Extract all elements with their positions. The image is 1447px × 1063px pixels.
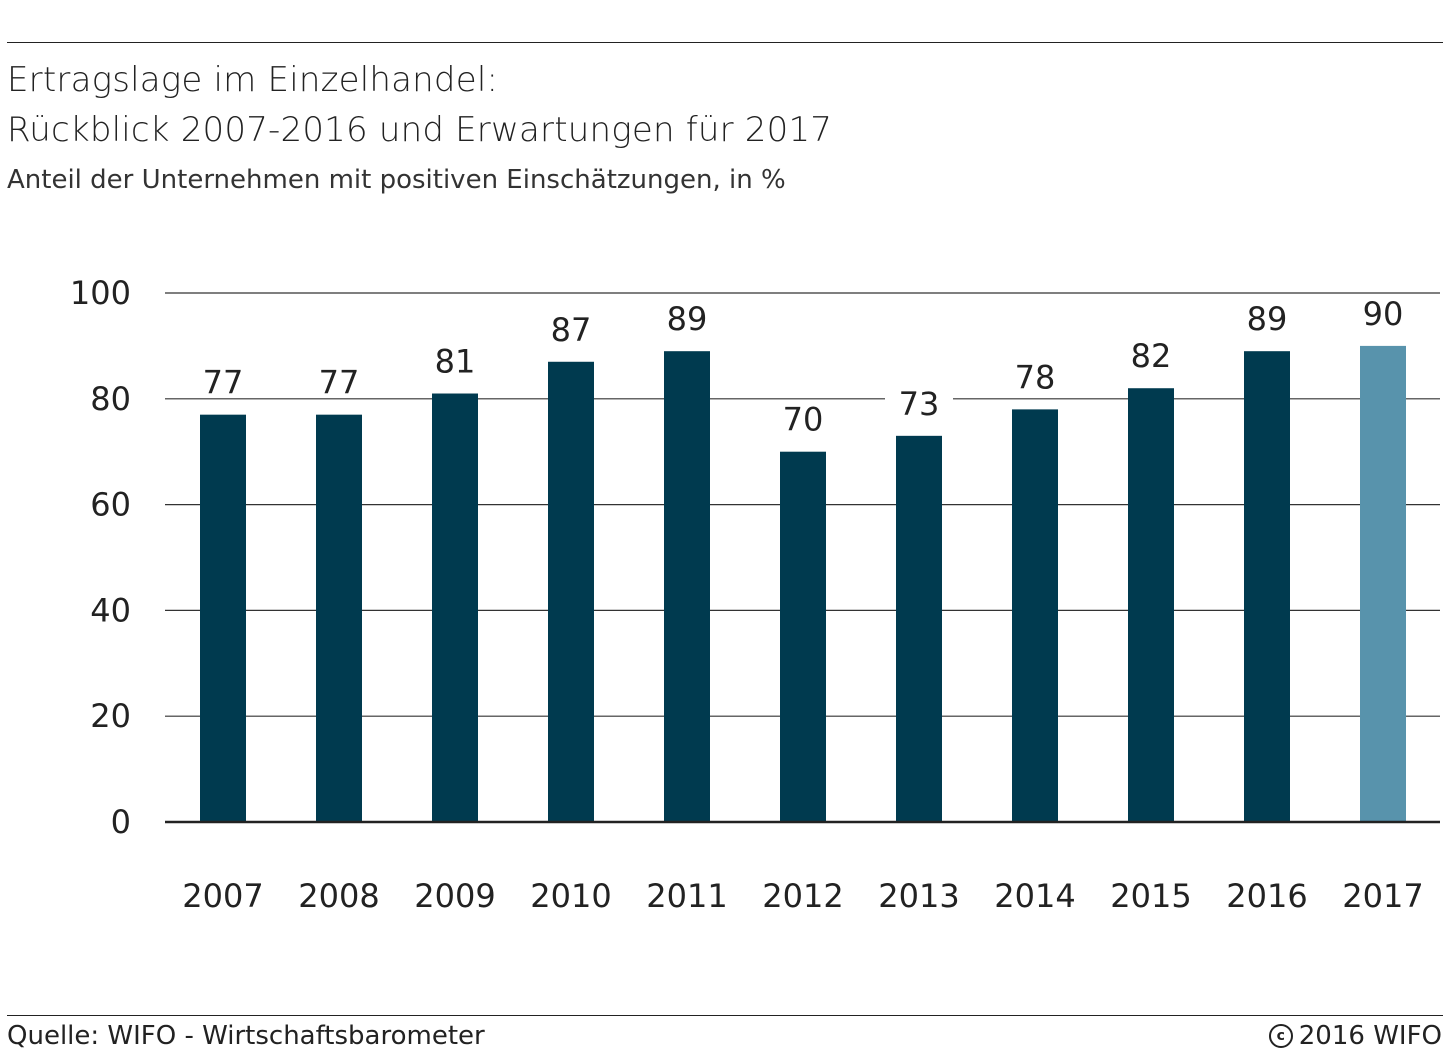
data-label-2007: 77: [203, 364, 244, 402]
data-label-bg: [885, 384, 953, 419]
x-tick-label-2010: 2010: [530, 877, 611, 915]
data-label-bg: [1349, 294, 1417, 329]
data-label-bg: [1233, 300, 1301, 335]
bar-2011: [664, 351, 710, 822]
bar-2010: [548, 361, 594, 822]
x-tick-label-2007: 2007: [182, 877, 263, 915]
y-tick-label: 80: [90, 380, 131, 418]
bar-2017: [1360, 345, 1406, 822]
x-tick-label-2013: 2013: [878, 877, 959, 915]
data-label-2009: 81: [435, 343, 476, 381]
y-tick-label: 0: [111, 803, 131, 841]
chart-title-line-1: Ertragslage im Einzelhandel:: [7, 60, 499, 100]
data-label-2013: 73: [899, 385, 940, 423]
bar-2015: [1128, 388, 1174, 822]
data-labels: 77 77 81 87 89 70 73 78 82 89 90: [189, 294, 1417, 439]
y-tick-label: 20: [90, 697, 131, 735]
x-tick-label-2009: 2009: [414, 877, 495, 915]
data-label-bg: [421, 342, 489, 377]
y-axis-ticks: 0 20 40 60 80 100: [70, 274, 131, 841]
chart-subtitle: Anteil der Unternehmen mit positiven Ein…: [7, 165, 786, 195]
bar-2014: [1012, 409, 1058, 822]
source-note: Quelle: WIFO - Wirtschaftsbarometer: [7, 1021, 485, 1051]
y-tick-label: 40: [90, 591, 131, 629]
data-label-2008: 77: [319, 364, 360, 402]
data-label-bg: [189, 363, 257, 398]
copyright-icon: c: [1268, 1024, 1293, 1048]
bar-2009: [432, 393, 478, 822]
bar-2007: [200, 414, 246, 822]
bar-chart: 0 20 40 60 80 100 77 77 81 87 89 70 73 78 82 89 90 2007…: [70, 274, 1440, 915]
x-tick-label-2008: 2008: [298, 877, 379, 915]
bar-2008: [316, 414, 362, 822]
y-tick-label: 60: [90, 486, 131, 524]
data-label-2010: 87: [551, 311, 592, 349]
data-label-bg: [1117, 337, 1185, 372]
bar-2012: [780, 451, 826, 822]
bar-2013: [896, 435, 942, 822]
data-label-2011: 89: [667, 300, 708, 338]
bars: [200, 345, 1406, 822]
bar-2016: [1244, 351, 1290, 822]
y-tick-label: 100: [70, 274, 131, 312]
x-tick-label-2015: 2015: [1110, 877, 1191, 915]
x-tick-label-2017: 2017: [1342, 877, 1423, 915]
data-label-2014: 78: [1015, 358, 1056, 396]
x-tick-label-2014: 2014: [994, 877, 1075, 915]
bottom-rule: [7, 1015, 1443, 1016]
x-axis-ticks: 2007 2008 2009 2010 2011 2012 2013 2014 2015 2016…: [182, 877, 1423, 915]
data-label-2012: 70: [783, 401, 824, 439]
data-label-2017: 90: [1363, 295, 1404, 333]
data-label-2016: 89: [1247, 300, 1288, 338]
copyright-note: c 2016 WIFO: [1268, 1021, 1442, 1051]
x-tick-label-2016: 2016: [1226, 877, 1307, 915]
data-label-bg: [537, 310, 605, 345]
x-tick-label-2011: 2011: [646, 877, 727, 915]
data-label-2015: 82: [1131, 337, 1172, 375]
data-label-bg: [1001, 358, 1069, 393]
chart-title-line-2: Rückblick 2007-2016 und Erwartungen für …: [7, 110, 833, 150]
top-rule: [7, 42, 1443, 43]
data-label-bg: [305, 363, 373, 398]
copyright-text: 2016 WIFO: [1298, 1021, 1442, 1051]
x-tick-label-2012: 2012: [762, 877, 843, 915]
data-label-bg: [769, 400, 837, 435]
data-label-bg: [653, 300, 721, 335]
